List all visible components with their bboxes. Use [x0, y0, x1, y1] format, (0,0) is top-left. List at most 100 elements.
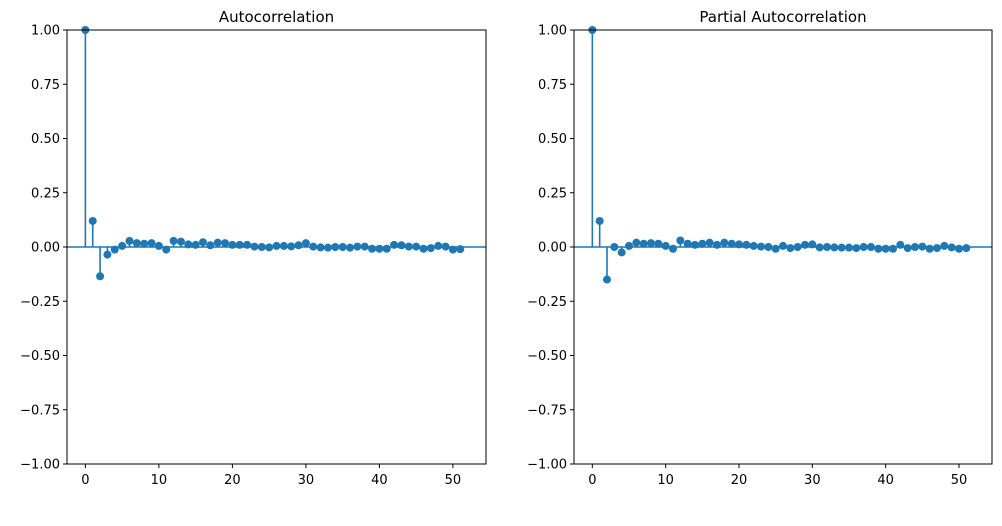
acf-data-point — [221, 239, 230, 248]
acf-data-point — [110, 245, 119, 254]
acf-data-point — [235, 240, 244, 249]
pacf-data-point — [874, 244, 883, 253]
acf-data-point — [309, 242, 318, 251]
acf-data-point — [272, 241, 281, 250]
acf-data-point — [213, 238, 222, 247]
pacf-data-point — [830, 243, 839, 252]
acf-y-tick-label: 0.00 — [31, 241, 60, 256]
pacf-data-point — [771, 244, 780, 253]
acf-y-tick-label: 0.50 — [31, 132, 60, 147]
pacf-data-point — [779, 241, 787, 250]
pacf-y-tick-label: 0.75 — [538, 78, 567, 93]
acf-data-point — [191, 240, 200, 249]
acf-data-point — [412, 242, 421, 251]
acf-data-point — [140, 239, 149, 248]
pacf-data-point — [749, 241, 758, 250]
acf-x-tick-label: 50 — [445, 473, 462, 488]
pacf-data-point — [683, 239, 692, 248]
acf-data-point — [338, 243, 347, 251]
acf-y-tick-label: 0.25 — [31, 186, 60, 201]
acf-data-point — [294, 241, 303, 250]
acf-data-point — [434, 241, 443, 250]
pacf-data-point — [610, 243, 619, 251]
acf-chart-title: Autocorrelation — [219, 8, 334, 26]
pacf-y-tick-label: −1.00 — [527, 458, 567, 473]
acf-data-point — [375, 244, 384, 253]
pacf-data-point — [933, 244, 941, 253]
acf-data-point — [154, 241, 163, 250]
acf-data-point — [206, 241, 215, 250]
pacf-data-point — [837, 243, 846, 252]
pacf-data-point — [625, 241, 633, 250]
pacf-data-point — [852, 244, 861, 253]
pacf-x-axis: 0 10 20 30 40 50 — [588, 464, 967, 488]
acf-data-point — [353, 242, 362, 251]
acf-x-tick-label: 0 — [81, 473, 89, 488]
pacf-data-point — [617, 248, 626, 257]
acf-y-tick-label: −0.50 — [20, 349, 60, 364]
acf-data-point — [228, 240, 237, 249]
acf-data-point — [382, 244, 391, 253]
pacf-y-tick-label: −0.25 — [527, 295, 567, 310]
pacf-data-point — [647, 239, 655, 248]
pacf-data-point — [764, 243, 773, 251]
pacf-x-tick-label: 0 — [588, 473, 596, 488]
acf-data-point — [169, 236, 178, 245]
pacf-markers — [588, 26, 971, 284]
pacf-data-point — [896, 240, 905, 249]
acf-y-tick-label: −1.00 — [20, 458, 60, 473]
pacf-data-point — [691, 240, 699, 249]
pacf-data-point — [845, 243, 853, 252]
acf-data-point — [404, 242, 413, 251]
acf-data-point — [96, 272, 105, 281]
acf-data-point — [250, 242, 259, 251]
pacf-data-point — [925, 244, 934, 253]
acf-y-tick-label: 0.75 — [31, 78, 60, 93]
acf-data-point — [198, 238, 207, 247]
acf-data-point — [176, 237, 185, 246]
pacf-data-point — [955, 244, 963, 253]
pacf-data-point — [654, 239, 663, 248]
pacf-x-tick-label: 20 — [731, 473, 748, 488]
acf-data-point — [243, 240, 252, 249]
pacf-data-point — [889, 244, 897, 253]
acf-data-point — [184, 240, 193, 249]
acf-y-tick-label: −0.25 — [20, 295, 60, 310]
acf-markers — [81, 26, 465, 281]
acf-data-point — [118, 241, 127, 250]
acf-data-point — [441, 242, 450, 251]
pacf-data-point — [867, 243, 875, 251]
pacf-y-tick-label: 0.00 — [538, 241, 567, 256]
acf-data-point — [287, 242, 296, 251]
acf-plot-frame — [66, 29, 487, 465]
acf-x-tick-label: 40 — [371, 473, 388, 488]
pacf-data-point — [793, 243, 802, 251]
acf-data-point — [88, 216, 97, 225]
pacf-data-point — [823, 243, 831, 251]
acf-y-tick-label: 1.00 — [31, 24, 60, 39]
pacf-data-point — [669, 244, 677, 253]
pacf-data-point — [859, 243, 868, 251]
pacf-data-point — [757, 242, 765, 251]
acf-chart: Autocorrelation −1.00 −0.75 −0.50 −0.25 0.00… — [20, 8, 487, 488]
pacf-data-point — [918, 242, 927, 251]
pacf-data-point — [603, 275, 611, 284]
pacf-data-point — [742, 240, 751, 249]
pacf-data-point — [632, 238, 641, 247]
pacf-y-tick-label: 0.25 — [538, 186, 567, 201]
acf-data-point — [448, 245, 457, 254]
pacf-data-point — [720, 238, 729, 247]
pacf-y-tick-label: −0.50 — [527, 349, 567, 364]
acf-y-tick-label: −0.75 — [20, 403, 60, 418]
acf-data-point — [426, 244, 435, 253]
acf-data-point — [279, 241, 288, 250]
pacf-y-axis: −1.00 −0.75 −0.50 −0.25 0.00 0.25 0.50 0.75 1.00 — [527, 24, 574, 473]
acf-data-point — [456, 245, 465, 254]
acf-data-point — [331, 243, 340, 251]
pacf-data-point — [808, 240, 817, 249]
pacf-x-tick-label: 30 — [804, 473, 821, 488]
acf-data-point — [132, 239, 141, 248]
acf-data-point — [346, 243, 355, 252]
acf-data-point — [103, 250, 112, 259]
